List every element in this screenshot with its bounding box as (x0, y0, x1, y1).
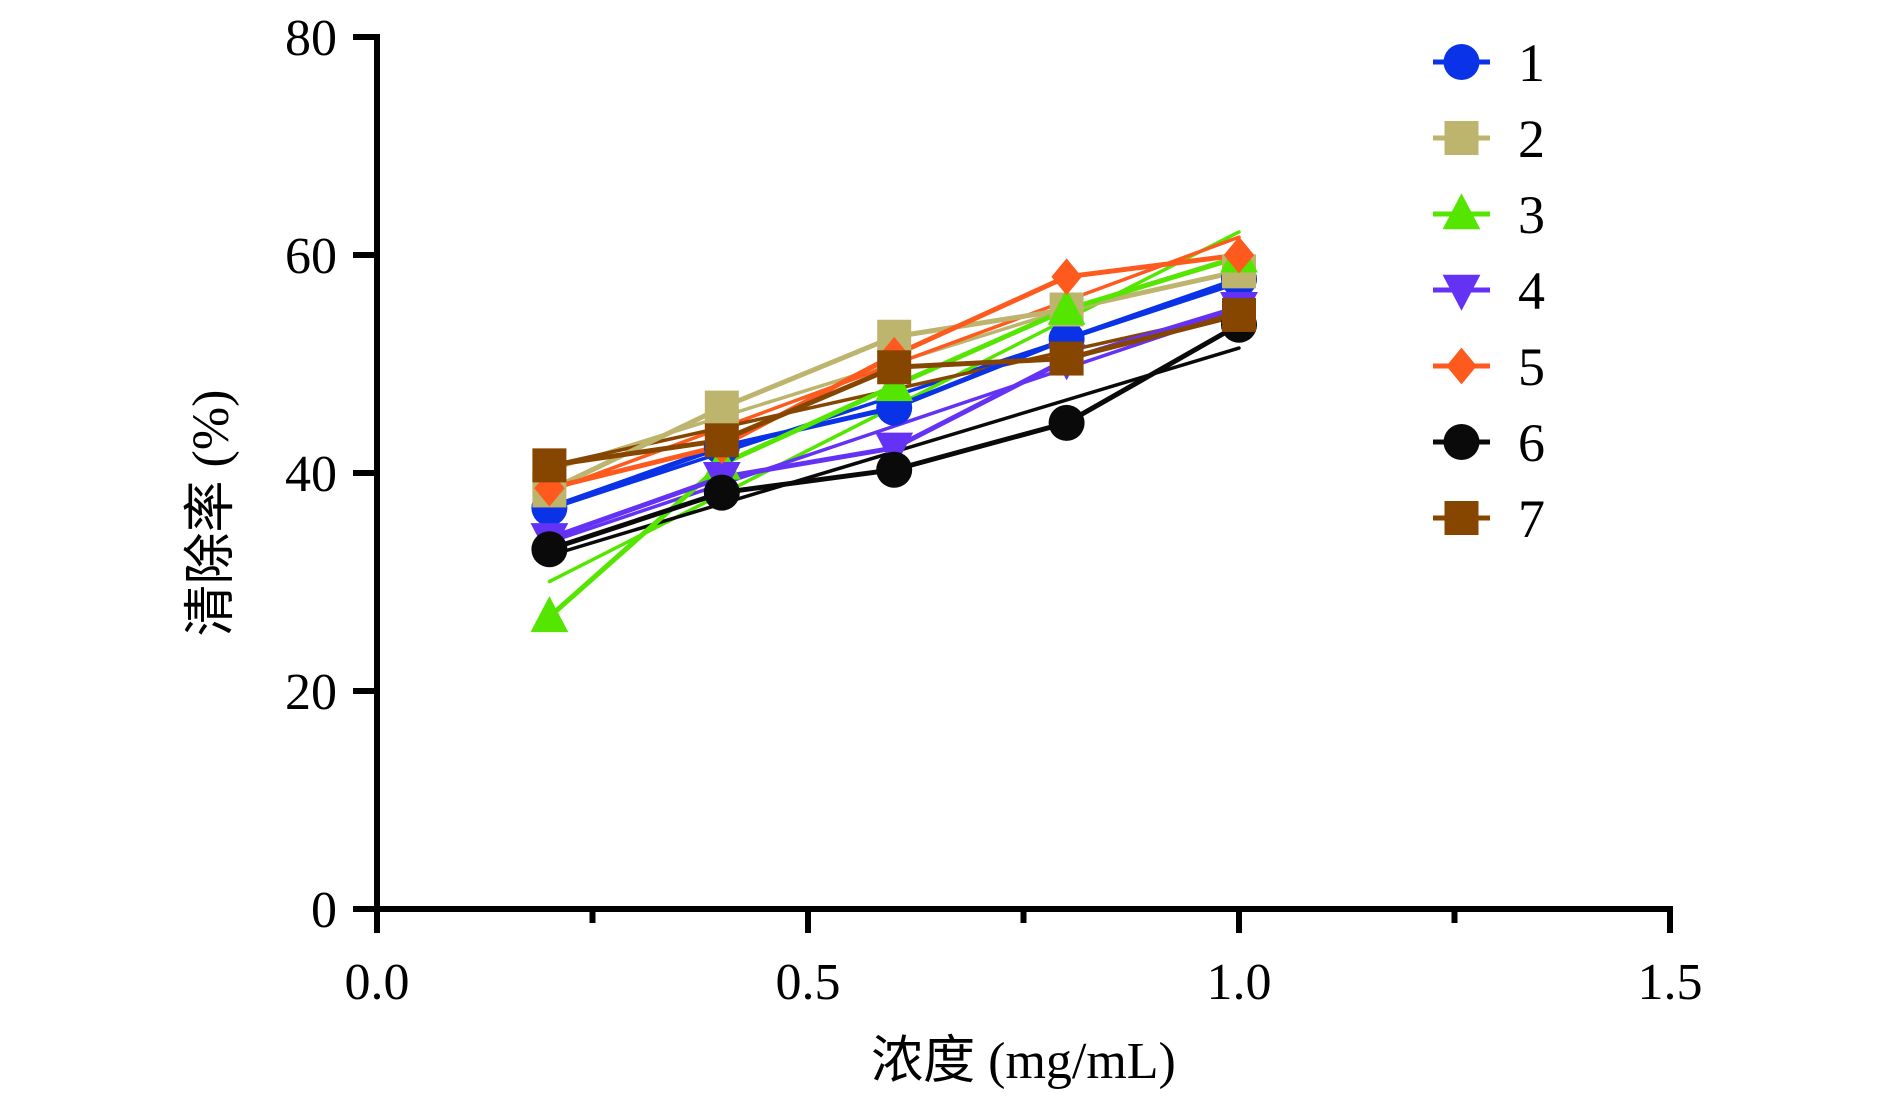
marker-series-3 (530, 596, 569, 633)
legend-marker (1446, 347, 1477, 385)
marker-series-2 (704, 390, 739, 425)
marker-series-7 (532, 448, 567, 483)
legend-marker (1443, 424, 1480, 460)
legend-item-7: 7 (1433, 489, 1545, 549)
y-tick-label: 20 (285, 664, 337, 721)
x-tick-label: 0.5 (776, 954, 841, 1011)
marker-series-3 (1047, 288, 1086, 325)
y-axis-title: 清除率 (%) (183, 390, 240, 637)
marker-series-7 (704, 423, 739, 458)
legend-item-5: 5 (1433, 337, 1545, 397)
y-tick-label: 60 (285, 228, 337, 285)
y-ticks: 0 20 40 60 80 (285, 10, 377, 939)
legend-marker (1444, 121, 1479, 155)
legend-label: 5 (1518, 337, 1545, 397)
marker-series-6 (876, 451, 913, 488)
y-tick-label: 40 (285, 446, 337, 503)
marker-series-7 (877, 350, 912, 385)
marker-series-5 (1051, 258, 1082, 296)
marker-series-6 (703, 474, 740, 511)
legend-label: 1 (1518, 33, 1545, 93)
legend-item-2: 2 (1433, 109, 1545, 169)
marker-series-4 (875, 432, 914, 469)
x-tick-label: 1.0 (1207, 954, 1272, 1011)
legend: 1 2 3 4 5 6 7 (1433, 33, 1545, 549)
x-tick-label: 0.0 (345, 954, 410, 1011)
y-tick-label: 80 (285, 10, 337, 67)
marker-series-6 (531, 531, 568, 568)
legend-item-3: 3 (1433, 185, 1545, 245)
marker-series-7 (1049, 341, 1084, 376)
marker-series-5 (1223, 236, 1255, 274)
legend-marker (1443, 44, 1480, 80)
legend-marker (1442, 274, 1481, 311)
legend-marker (1444, 501, 1479, 535)
legend-marker (1442, 193, 1481, 230)
y-tick-label: 0 (311, 882, 337, 939)
legend-label: 3 (1518, 185, 1545, 245)
marker-series-7 (1222, 297, 1256, 332)
marker-series-6 (1048, 404, 1085, 441)
axes: 0.0 0.5 1.0 1.5 0 20 40 60 80 (285, 10, 1703, 1011)
markers (530, 236, 1258, 633)
legend-label: 6 (1518, 413, 1545, 473)
x-tick-label: 1.5 (1638, 954, 1703, 1011)
x-axis-title: 浓度 (mg/mL) (871, 1033, 1176, 1090)
legend-label: 4 (1518, 261, 1545, 321)
legend-item-4: 4 (1433, 261, 1545, 321)
legend-label: 2 (1518, 109, 1545, 169)
trendline-series-4 (547, 308, 1241, 544)
legend-item-6: 6 (1433, 413, 1545, 473)
x-ticks: 0.0 0.5 1.0 1.5 (345, 909, 1703, 1011)
legend-label: 7 (1518, 489, 1545, 549)
legend-item-1: 1 (1433, 33, 1545, 93)
